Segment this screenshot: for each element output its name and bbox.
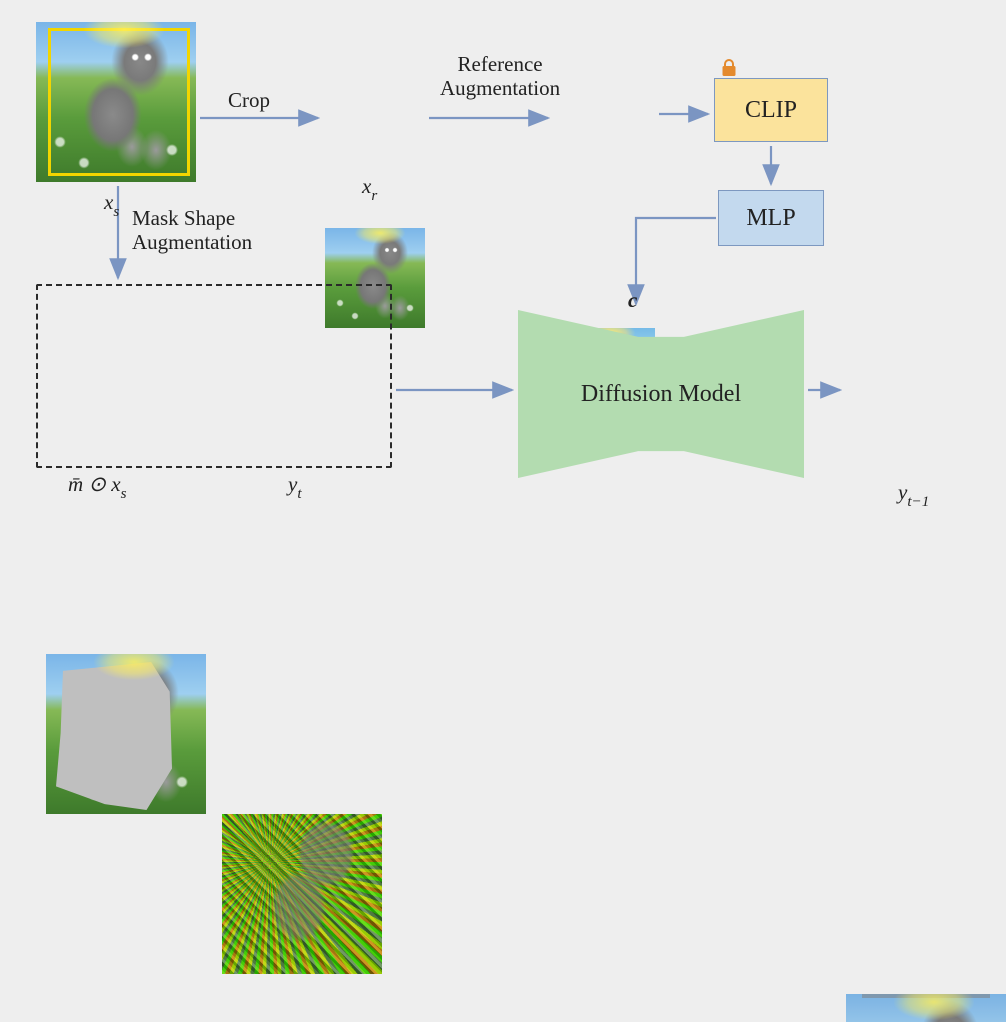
label-c: c [628, 288, 637, 313]
image-yt [222, 814, 382, 974]
mask-shape [56, 662, 172, 810]
image-xs [36, 22, 196, 182]
label-yt: yt [288, 472, 302, 501]
label-ref-aug: Reference Augmentation [440, 52, 560, 100]
block-diffusion: Diffusion Model [518, 310, 804, 478]
dashed-input-group [36, 284, 392, 468]
crop-frame [48, 28, 190, 176]
label-xs: xs [104, 190, 119, 219]
label-crop: Crop [228, 88, 270, 113]
label-ytm1: yt−1 [898, 480, 929, 509]
block-clip: CLIP [714, 78, 828, 142]
image-masked [46, 654, 206, 814]
label-mask-aug: Mask Shape Augmentation [132, 206, 252, 254]
block-mlp: MLP [718, 190, 824, 246]
label-mxs: m̄ ⊙ xs [68, 472, 126, 501]
label-xr: xr [362, 174, 377, 203]
arrow-mlp-to-c [636, 218, 716, 304]
image-ytm1 [846, 994, 1006, 1022]
lock-icon [720, 58, 738, 78]
